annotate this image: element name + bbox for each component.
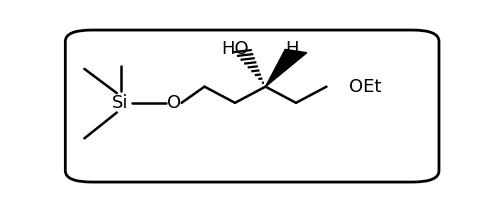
Text: O: O [167,94,181,112]
Text: HO: HO [221,41,249,58]
Text: Si: Si [112,94,129,112]
Text: OEt: OEt [349,78,382,96]
Polygon shape [266,49,307,87]
FancyBboxPatch shape [65,30,439,182]
Text: H: H [285,41,299,58]
